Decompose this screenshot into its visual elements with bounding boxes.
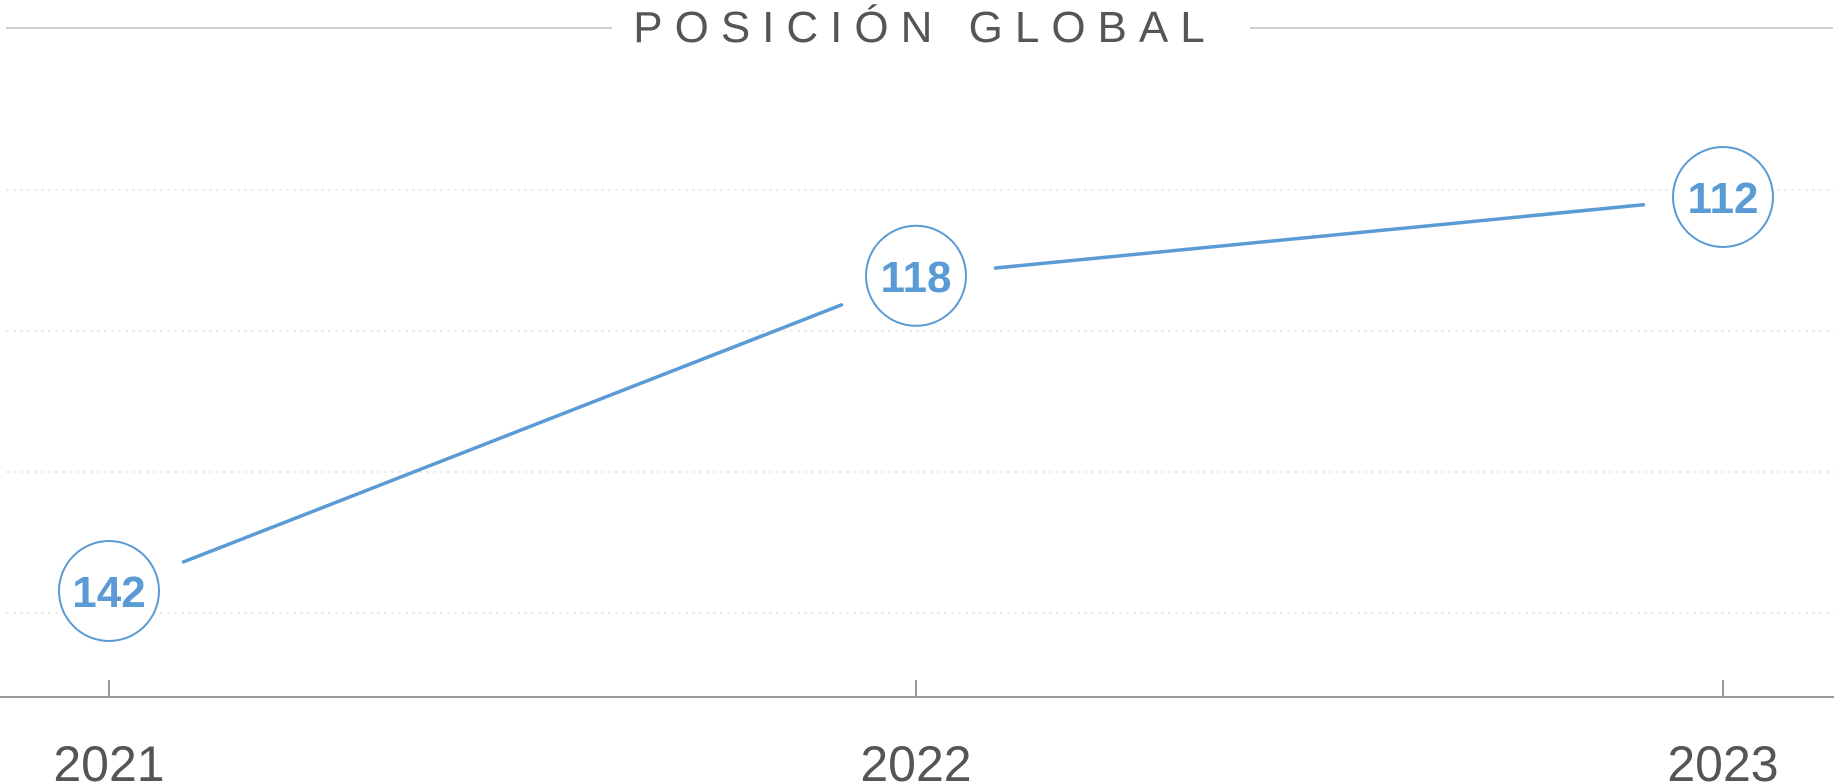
data-points: 142 118 112 [58, 146, 1774, 642]
x-tick-label: 2021 [53, 736, 164, 783]
x-tick-labels: 2021 2022 2023 [53, 736, 1778, 783]
x-tick-label: 2023 [1667, 736, 1778, 783]
data-point-circle [1672, 146, 1774, 248]
data-point-circle [865, 224, 967, 327]
data-label: 142 [72, 568, 145, 617]
data-label: 118 [881, 253, 952, 302]
x-tick-label: 2022 [860, 736, 971, 783]
series-line-segment [181, 303, 844, 564]
title-group: POSICIÓN GLOBAL [6, 3, 1833, 52]
series-line-segment [993, 203, 1646, 270]
data-point-circle [58, 540, 160, 642]
data-label: 112 [1688, 174, 1759, 223]
chart-title: POSICIÓN GLOBAL [633, 3, 1216, 52]
series-line [181, 203, 1646, 564]
x-ticks [108, 680, 1724, 697]
